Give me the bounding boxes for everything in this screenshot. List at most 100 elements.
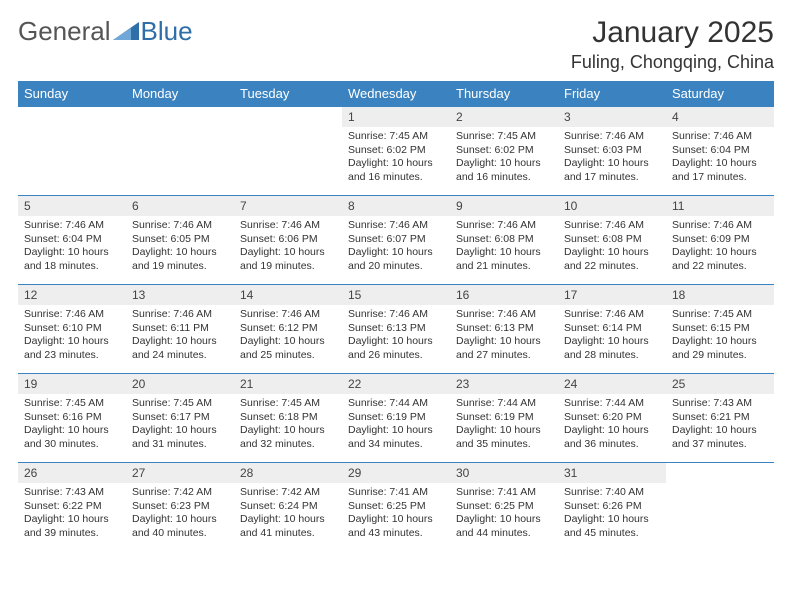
sunset-line: Sunset: 6:25 PM — [348, 500, 426, 512]
daylight-line: Daylight: 10 hours and 40 minutes. — [132, 513, 217, 539]
calendar-week-row: 12Sunrise: 7:46 AMSunset: 6:10 PMDayligh… — [18, 285, 774, 374]
sunset-line: Sunset: 6:23 PM — [132, 500, 210, 512]
daylight-line: Daylight: 10 hours and 34 minutes. — [348, 424, 433, 450]
calendar-day-cell: .. — [666, 463, 774, 552]
logo-triangle-icon — [113, 16, 139, 47]
sunrise-line: Sunrise: 7:45 AM — [456, 130, 536, 142]
day-details: Sunrise: 7:46 AM Sunset: 6:14 PMDaylight:… — [558, 305, 666, 368]
day-number: 19 — [18, 374, 126, 394]
day-details: Sunrise: 7:46 AMSunset: 6:07 PMDaylight:… — [342, 216, 450, 279]
day-number: 21 — [234, 374, 342, 394]
calendar-day-cell: 13Sunrise: 7:46 AMSunset: 6:11 PMDayligh… — [126, 285, 234, 374]
daylight-line: Daylight: 10 hours and 28 minutes. — [564, 335, 649, 361]
sunset-line: Sunset: 6:02 PM — [456, 144, 534, 156]
col-header-tuesday: Tuesday — [234, 81, 342, 107]
day-number: 10 — [558, 196, 666, 216]
sunrise-line: Sunrise: 7:44 AM — [456, 397, 536, 409]
calendar-day-cell: .. — [234, 107, 342, 196]
calendar-day-cell: 2Sunrise: 7:45 AMSunset: 6:02 PMDaylight… — [450, 107, 558, 196]
sunset-line: Sunset: 6:04 PM — [672, 144, 750, 156]
day-details: Sunrise: 7:41 AMSunset: 6:25 PMDaylight:… — [450, 483, 558, 546]
calendar-day-cell: 14Sunrise: 7:46 AMSunset: 6:12 PMDayligh… — [234, 285, 342, 374]
day-details: Sunrise: 7:45 AMSunset: 6:16 PMDaylight:… — [18, 394, 126, 457]
sunrise-line: Sunrise: 7:46 AM — [564, 130, 644, 142]
sunrise-line: Sunrise: 7:44 AM — [564, 397, 644, 409]
day-details: Sunrise: 7:45 AMSunset: 6:18 PMDaylight:… — [234, 394, 342, 457]
location-subtitle: Fuling, Chongqing, China — [571, 52, 774, 73]
calendar-day-cell: 30Sunrise: 7:41 AMSunset: 6:25 PMDayligh… — [450, 463, 558, 552]
sunrise-line: Sunrise: 7:46 AM — [348, 219, 428, 231]
sunset-line: Sunset: 6:08 PM — [456, 233, 534, 245]
sunset-line: Sunset: 6:10 PM — [24, 322, 102, 334]
day-number: 20 — [126, 374, 234, 394]
daylight-line: Daylight: 10 hours and 19 minutes. — [240, 246, 325, 272]
day-number: 27 — [126, 463, 234, 483]
sunrise-line: Sunrise: 7:45 AM — [132, 397, 212, 409]
daylight-line: Daylight: 10 hours and 44 minutes. — [456, 513, 541, 539]
calendar-day-cell: 9Sunrise: 7:46 AMSunset: 6:08 PMDaylight… — [450, 196, 558, 285]
sunset-line: Sunset: 6:07 PM — [348, 233, 426, 245]
day-details: Sunrise: 7:46 AMSunset: 6:08 PMDaylight:… — [558, 216, 666, 279]
sunset-line: Sunset: 6:17 PM — [132, 411, 210, 423]
sunset-line: Sunset: 6:13 PM — [348, 322, 426, 334]
calendar-day-cell: 3Sunrise: 7:46 AMSunset: 6:03 PMDaylight… — [558, 107, 666, 196]
sunrise-line: Sunrise: 7:43 AM — [672, 397, 752, 409]
calendar-day-cell: 27Sunrise: 7:42 AMSunset: 6:23 PMDayligh… — [126, 463, 234, 552]
sunset-line: Sunset: 6:02 PM — [348, 144, 426, 156]
sunset-line: Sunset: 6:26 PM — [564, 500, 642, 512]
day-details: Sunrise: 7:45 AM Sunset: 6:02 PMDaylight:… — [450, 127, 558, 190]
sunset-line: Sunset: 6:24 PM — [240, 500, 318, 512]
sunrise-line: Sunrise: 7:46 AM — [24, 308, 104, 320]
daylight-line: Daylight: 10 hours and 16 minutes. — [456, 157, 541, 183]
calendar-day-cell: 4Sunrise: 7:46 AMSunset: 6:04 PMDaylight… — [666, 107, 774, 196]
day-number: 24 — [558, 374, 666, 394]
sunset-line: Sunset: 6:08 PM — [564, 233, 642, 245]
day-details: Sunrise: 7:46 AMSunset: 6:13 PMDaylight:… — [342, 305, 450, 368]
sunset-line: Sunset: 6:03 PM — [564, 144, 642, 156]
day-details: Sunrise: 7:46 AMSunset: 6:09 PMDaylight:… — [666, 216, 774, 279]
sunrise-line: Sunrise: 7:45 AM — [240, 397, 320, 409]
daylight-line: Daylight: 10 hours and 37 minutes. — [672, 424, 757, 450]
day-details: Sunrise: 7:46 AMSunset: 6:13 PMDaylight:… — [450, 305, 558, 368]
sunset-line: Sunset: 6:09 PM — [672, 233, 750, 245]
day-number: 16 — [450, 285, 558, 305]
day-number: 15 — [342, 285, 450, 305]
calendar-day-cell: 7Sunrise: 7:46 AMSunset: 6:06 PMDaylight… — [234, 196, 342, 285]
sunrise-line: Sunrise: 7:45 AM — [348, 130, 428, 142]
sunset-line: Sunset: 6:19 PM — [456, 411, 534, 423]
col-header-sunday: Sunday — [18, 81, 126, 107]
day-number: 22 — [342, 374, 450, 394]
calendar-day-cell: .. — [18, 107, 126, 196]
day-details: Sunrise: 7:46 AMSunset: 6:05 PMDaylight:… — [126, 216, 234, 279]
daylight-line: Daylight: 10 hours and 22 minutes. — [672, 246, 757, 272]
daylight-line: Daylight: 10 hours and 17 minutes. — [564, 157, 649, 183]
calendar-day-cell: 5Sunrise: 7:46 AMSunset: 6:04 PMDaylight… — [18, 196, 126, 285]
daylight-line: Daylight: 10 hours and 27 minutes. — [456, 335, 541, 361]
calendar-day-cell: 18Sunrise: 7:45 AMSunset: 6:15 PMDayligh… — [666, 285, 774, 374]
day-number: 29 — [342, 463, 450, 483]
day-number: 7 — [234, 196, 342, 216]
calendar-day-cell: 8Sunrise: 7:46 AMSunset: 6:07 PMDaylight… — [342, 196, 450, 285]
calendar-day-cell: 20Sunrise: 7:45 AMSunset: 6:17 PMDayligh… — [126, 374, 234, 463]
daylight-line: Daylight: 10 hours and 29 minutes. — [672, 335, 757, 361]
sunrise-line: Sunrise: 7:46 AM — [564, 308, 644, 320]
sunset-line: Sunset: 6:12 PM — [240, 322, 318, 334]
calendar-week-row: 5Sunrise: 7:46 AMSunset: 6:04 PMDaylight… — [18, 196, 774, 285]
daylight-line: Daylight: 10 hours and 35 minutes. — [456, 424, 541, 450]
col-header-wednesday: Wednesday — [342, 81, 450, 107]
daylight-line: Daylight: 10 hours and 21 minutes. — [456, 246, 541, 272]
calendar-day-cell: 26Sunrise: 7:43 AMSunset: 6:22 PMDayligh… — [18, 463, 126, 552]
sunrise-line: Sunrise: 7:46 AM — [132, 219, 212, 231]
day-details: Sunrise: 7:46 AMSunset: 6:06 PMDaylight:… — [234, 216, 342, 279]
daylight-line: Daylight: 10 hours and 17 minutes. — [672, 157, 757, 183]
col-header-monday: Monday — [126, 81, 234, 107]
sunset-line: Sunset: 6:14 PM — [564, 322, 642, 334]
calendar-day-cell: 12Sunrise: 7:46 AMSunset: 6:10 PMDayligh… — [18, 285, 126, 374]
sunrise-line: Sunrise: 7:45 AM — [672, 308, 752, 320]
day-number: 23 — [450, 374, 558, 394]
calendar-week-row: 26Sunrise: 7:43 AMSunset: 6:22 PMDayligh… — [18, 463, 774, 552]
sunrise-line: Sunrise: 7:43 AM — [24, 486, 104, 498]
sunset-line: Sunset: 6:19 PM — [348, 411, 426, 423]
daylight-line: Daylight: 10 hours and 32 minutes. — [240, 424, 325, 450]
day-details: Sunrise: 7:46 AMSunset: 6:12 PMDaylight:… — [234, 305, 342, 368]
